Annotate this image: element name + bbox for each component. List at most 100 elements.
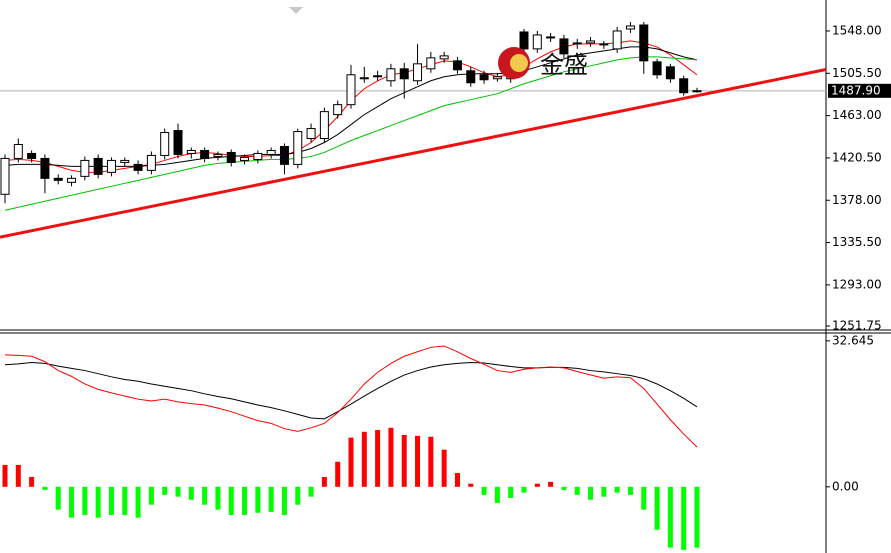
last-price-box <box>828 83 891 98</box>
histogram-bar <box>335 461 341 487</box>
candle-body <box>452 60 462 71</box>
watermark: 金盛 <box>498 47 588 79</box>
moving-average-line <box>4 46 698 167</box>
histogram-bar <box>202 486 208 505</box>
histogram-bar <box>627 486 633 495</box>
histogram-bar <box>55 486 61 510</box>
candle-body <box>572 42 582 45</box>
histogram-bar <box>681 486 687 550</box>
candle-body <box>200 149 210 159</box>
candle-body <box>306 128 316 140</box>
moving-average-line <box>4 56 698 211</box>
candle-body <box>612 30 622 50</box>
histogram-bar <box>588 486 594 500</box>
candle-body <box>399 68 409 80</box>
candle-body <box>293 131 303 165</box>
histogram-bar <box>667 486 673 548</box>
candle-body <box>466 70 476 84</box>
histogram-bar <box>95 486 101 518</box>
trendline <box>0 68 827 239</box>
candle-body <box>639 24 649 62</box>
candle-body <box>333 104 343 116</box>
candle-body <box>279 145 289 165</box>
histogram-bar <box>228 486 234 515</box>
candle-body <box>599 43 609 46</box>
histogram-bar <box>135 486 141 518</box>
macd-line <box>4 345 698 448</box>
candle-body <box>240 156 250 161</box>
histogram-bar <box>548 481 554 487</box>
histogram-bar <box>508 486 514 498</box>
candle-body <box>93 157 103 175</box>
candle-body <box>665 66 675 80</box>
candle-body <box>80 159 90 177</box>
candle-body <box>213 153 223 157</box>
candle-body <box>346 74 356 106</box>
candle-body <box>439 55 449 60</box>
histogram-bar <box>654 486 660 530</box>
macd-line <box>4 362 698 420</box>
y-tick-label: 1463.00 <box>832 108 882 122</box>
histogram-bar <box>148 486 154 505</box>
candle-body <box>519 31 529 50</box>
y-tick-label: 32.645 <box>832 333 874 347</box>
candle-body <box>133 163 143 171</box>
histogram-bar <box>162 486 168 495</box>
scroll-marker <box>289 7 303 14</box>
histogram-bar <box>215 486 221 510</box>
histogram-bar <box>361 431 367 487</box>
histogram-bar <box>308 486 314 497</box>
histogram-bar <box>281 486 287 515</box>
histogram-bar <box>441 449 447 487</box>
histogram-bar <box>601 486 607 497</box>
histogram-bar <box>468 483 474 487</box>
candle-body <box>40 157 50 179</box>
candle-body <box>386 68 396 82</box>
candle-body <box>652 61 662 76</box>
y-tick-label: 1505.50 <box>832 66 882 80</box>
histogram-bar <box>175 486 181 497</box>
candle-body <box>479 74 489 81</box>
candle-body <box>692 90 702 93</box>
histogram-bar <box>521 486 527 493</box>
histogram-bar <box>295 486 301 505</box>
last-price-label: 1487.90 <box>831 83 881 97</box>
histogram-bar <box>694 486 700 548</box>
histogram-bar <box>42 486 48 490</box>
candle-body <box>253 152 263 160</box>
histogram-bar <box>188 486 194 500</box>
candle-body <box>226 151 236 163</box>
histogram-bar <box>428 436 434 487</box>
histogram-bar <box>82 486 88 515</box>
histogram-bar <box>534 483 540 487</box>
candle-body <box>146 154 156 171</box>
histogram-bar <box>574 486 580 495</box>
histogram-bar <box>321 476 327 487</box>
histogram-bar <box>122 486 128 515</box>
histogram-bar <box>29 476 35 487</box>
histogram-bar <box>415 435 421 487</box>
candle-body <box>359 77 369 80</box>
histogram-bar <box>242 486 248 515</box>
candle-body <box>546 36 556 39</box>
candle-body <box>120 159 130 163</box>
candle-body <box>373 75 383 78</box>
histogram-bar <box>561 486 567 490</box>
candle-body <box>0 157 10 195</box>
y-tick-label: 0.00 <box>832 479 859 493</box>
candle-body <box>160 132 170 156</box>
histogram-bar <box>401 434 407 487</box>
y-tick-label: 1293.00 <box>832 277 882 291</box>
y-tick-label: 1335.50 <box>832 235 882 249</box>
y-tick-label: 1251.75 <box>832 318 882 332</box>
histogram-bar <box>641 486 647 510</box>
candle-body <box>53 177 63 181</box>
y-tick-label: 1378.00 <box>832 193 882 207</box>
histogram-bar <box>15 464 21 487</box>
candle-body <box>426 57 436 70</box>
histogram-bar <box>454 472 460 487</box>
histogram-bar <box>375 430 381 487</box>
y-tick-label: 1548.00 <box>832 23 882 37</box>
